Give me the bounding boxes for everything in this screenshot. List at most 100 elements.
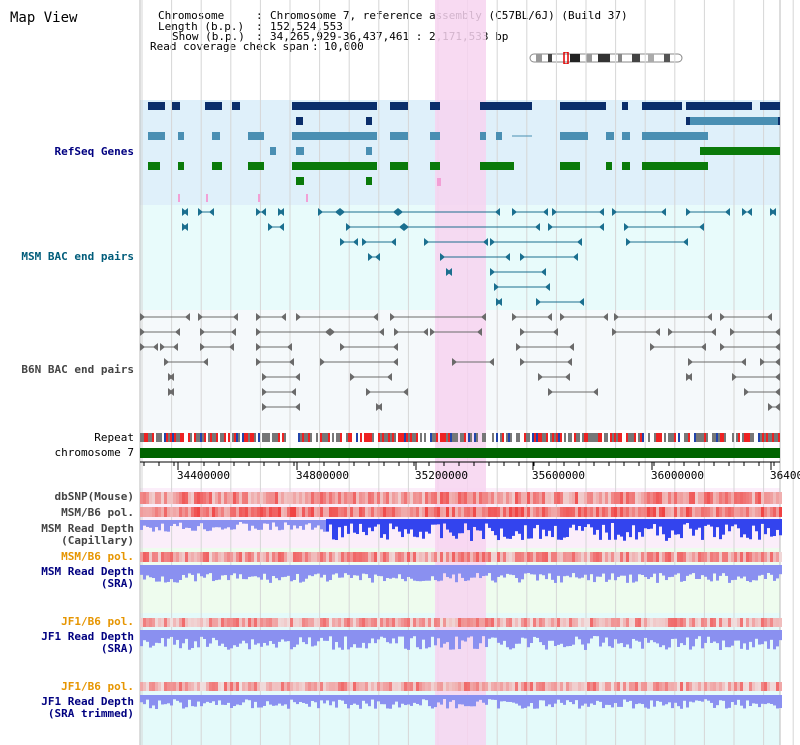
repeat-element bbox=[402, 433, 404, 442]
polymorphism-cell bbox=[272, 507, 275, 517]
depth-bar bbox=[563, 565, 566, 577]
track-label-jf1-depth-trimmed[interactable]: JF1 Read Depth bbox=[41, 695, 134, 708]
polymorphism-cell bbox=[731, 682, 734, 691]
track-label-b6n-bac[interactable]: B6N BAC end pairs bbox=[21, 363, 134, 376]
repeat-element bbox=[324, 433, 326, 442]
read-depth-tracks[interactable] bbox=[140, 519, 782, 709]
track-label-jf1-pol-sra[interactable]: JF1/B6 pol. bbox=[61, 615, 134, 628]
polymorphism-cell bbox=[149, 682, 152, 691]
track-label-msm-depth-sra[interactable]: MSM Read Depth bbox=[41, 565, 134, 578]
repeat-element bbox=[640, 433, 642, 442]
polymorphism-cell bbox=[326, 507, 329, 517]
polymorphism-cell bbox=[209, 618, 212, 627]
gene-block bbox=[560, 102, 606, 110]
polymorphism-cell bbox=[653, 552, 656, 562]
polymorphism-cell bbox=[728, 507, 731, 517]
polymorphism-cell bbox=[332, 682, 335, 691]
bac-end bbox=[573, 253, 578, 261]
bac-end bbox=[296, 313, 301, 321]
polymorphism-cell bbox=[686, 507, 689, 517]
depth-bar bbox=[455, 630, 458, 637]
depth-bar bbox=[323, 630, 326, 641]
polymorphism-cell bbox=[662, 492, 665, 504]
depth-bar bbox=[656, 519, 659, 536]
polymorphism-tracks[interactable] bbox=[140, 492, 782, 691]
polymorphism-cell bbox=[227, 552, 230, 562]
polymorphism-cell bbox=[323, 552, 326, 562]
depth-bar bbox=[425, 630, 428, 649]
polymorphism-cell bbox=[647, 618, 650, 627]
depth-bar bbox=[713, 695, 716, 708]
bac-end bbox=[730, 328, 735, 336]
polymorphism-cell bbox=[359, 552, 362, 562]
bac-end bbox=[353, 238, 358, 246]
depth-bar bbox=[353, 565, 356, 576]
polymorphism-cell bbox=[716, 492, 719, 504]
polymorphism-cell bbox=[596, 552, 599, 562]
polymorphism-cell bbox=[653, 492, 656, 504]
chromosome-track[interactable] bbox=[140, 448, 780, 458]
b6n-bac-track[interactable] bbox=[140, 313, 780, 411]
depth-bar bbox=[524, 565, 527, 574]
polymorphism-cell bbox=[239, 552, 242, 562]
depth-bar bbox=[680, 565, 683, 582]
bac-end bbox=[725, 208, 730, 216]
track-label-msm-pol-capillary[interactable]: MSM/B6 pol. bbox=[61, 506, 134, 519]
track-label-jf1-pol-trimmed[interactable]: JF1/B6 pol. bbox=[61, 680, 134, 693]
track-label-jf1-depth-sra[interactable]: JF1 Read Depth bbox=[41, 630, 134, 643]
track-label-refseq[interactable]: RefSeq Genes bbox=[54, 145, 134, 158]
refseq-genes-track[interactable] bbox=[148, 102, 780, 202]
depth-bar bbox=[662, 565, 665, 576]
depth-bar bbox=[320, 520, 323, 530]
polymorphism-cell bbox=[182, 552, 185, 562]
polymorphism-cell bbox=[215, 507, 218, 517]
polymorphism-cell bbox=[617, 552, 620, 562]
track-label-repeat[interactable]: Repeat bbox=[94, 431, 134, 444]
repeat-element bbox=[140, 433, 142, 442]
depth-bar bbox=[764, 565, 767, 580]
repeat-track[interactable] bbox=[140, 433, 780, 442]
depth-bar bbox=[362, 695, 365, 701]
polymorphism-cell bbox=[428, 552, 431, 562]
repeat-element bbox=[762, 433, 764, 442]
depth-bar bbox=[515, 565, 518, 579]
polymorphism-cell bbox=[260, 492, 263, 504]
polymorphism-cell bbox=[410, 682, 413, 691]
bac-end bbox=[164, 358, 169, 366]
track-label-msm-depth-capillary[interactable]: MSM Read Depth bbox=[41, 522, 134, 535]
depth-bar bbox=[737, 695, 740, 700]
repeat-element bbox=[440, 433, 442, 442]
depth-bar bbox=[338, 519, 341, 528]
depth-bar bbox=[620, 565, 623, 576]
polymorphism-cell bbox=[320, 552, 323, 562]
polymorphism-cell bbox=[626, 552, 629, 562]
depth-bar bbox=[677, 565, 680, 574]
depth-bar bbox=[722, 630, 725, 641]
polymorphism-cell bbox=[230, 507, 233, 517]
depth-bar bbox=[620, 630, 623, 644]
polymorphism-cell bbox=[179, 682, 182, 691]
track-label-dbsnp[interactable]: dbSNP(Mouse) bbox=[54, 490, 134, 503]
depth-bar bbox=[203, 695, 206, 704]
track-label-msm-bac[interactable]: MSM BAC end pairs bbox=[21, 250, 134, 263]
track-label-msm-pol-sra[interactable]: MSM/B6 pol. bbox=[61, 550, 134, 563]
polymorphism-cell bbox=[758, 682, 761, 691]
chromosome-ideogram[interactable] bbox=[528, 52, 684, 64]
polymorphism-cell bbox=[530, 552, 533, 562]
polymorphism-cell bbox=[497, 552, 500, 562]
polymorphism-cell bbox=[302, 492, 305, 504]
depth-bar bbox=[671, 519, 674, 531]
repeat-element bbox=[672, 433, 674, 442]
depth-bar bbox=[521, 565, 524, 580]
polymorphism-cell bbox=[191, 492, 194, 504]
polymorphism-cell bbox=[746, 492, 749, 504]
depth-bar bbox=[461, 519, 464, 534]
polymorphism-cell bbox=[212, 507, 215, 517]
track-label-chromosome[interactable]: chromosome 7 bbox=[54, 446, 134, 459]
depth-bar bbox=[722, 565, 725, 574]
msm-bac-track[interactable] bbox=[182, 208, 776, 306]
polymorphism-cell bbox=[473, 552, 476, 562]
depth-bar bbox=[563, 695, 566, 705]
depth-bar bbox=[272, 630, 275, 644]
